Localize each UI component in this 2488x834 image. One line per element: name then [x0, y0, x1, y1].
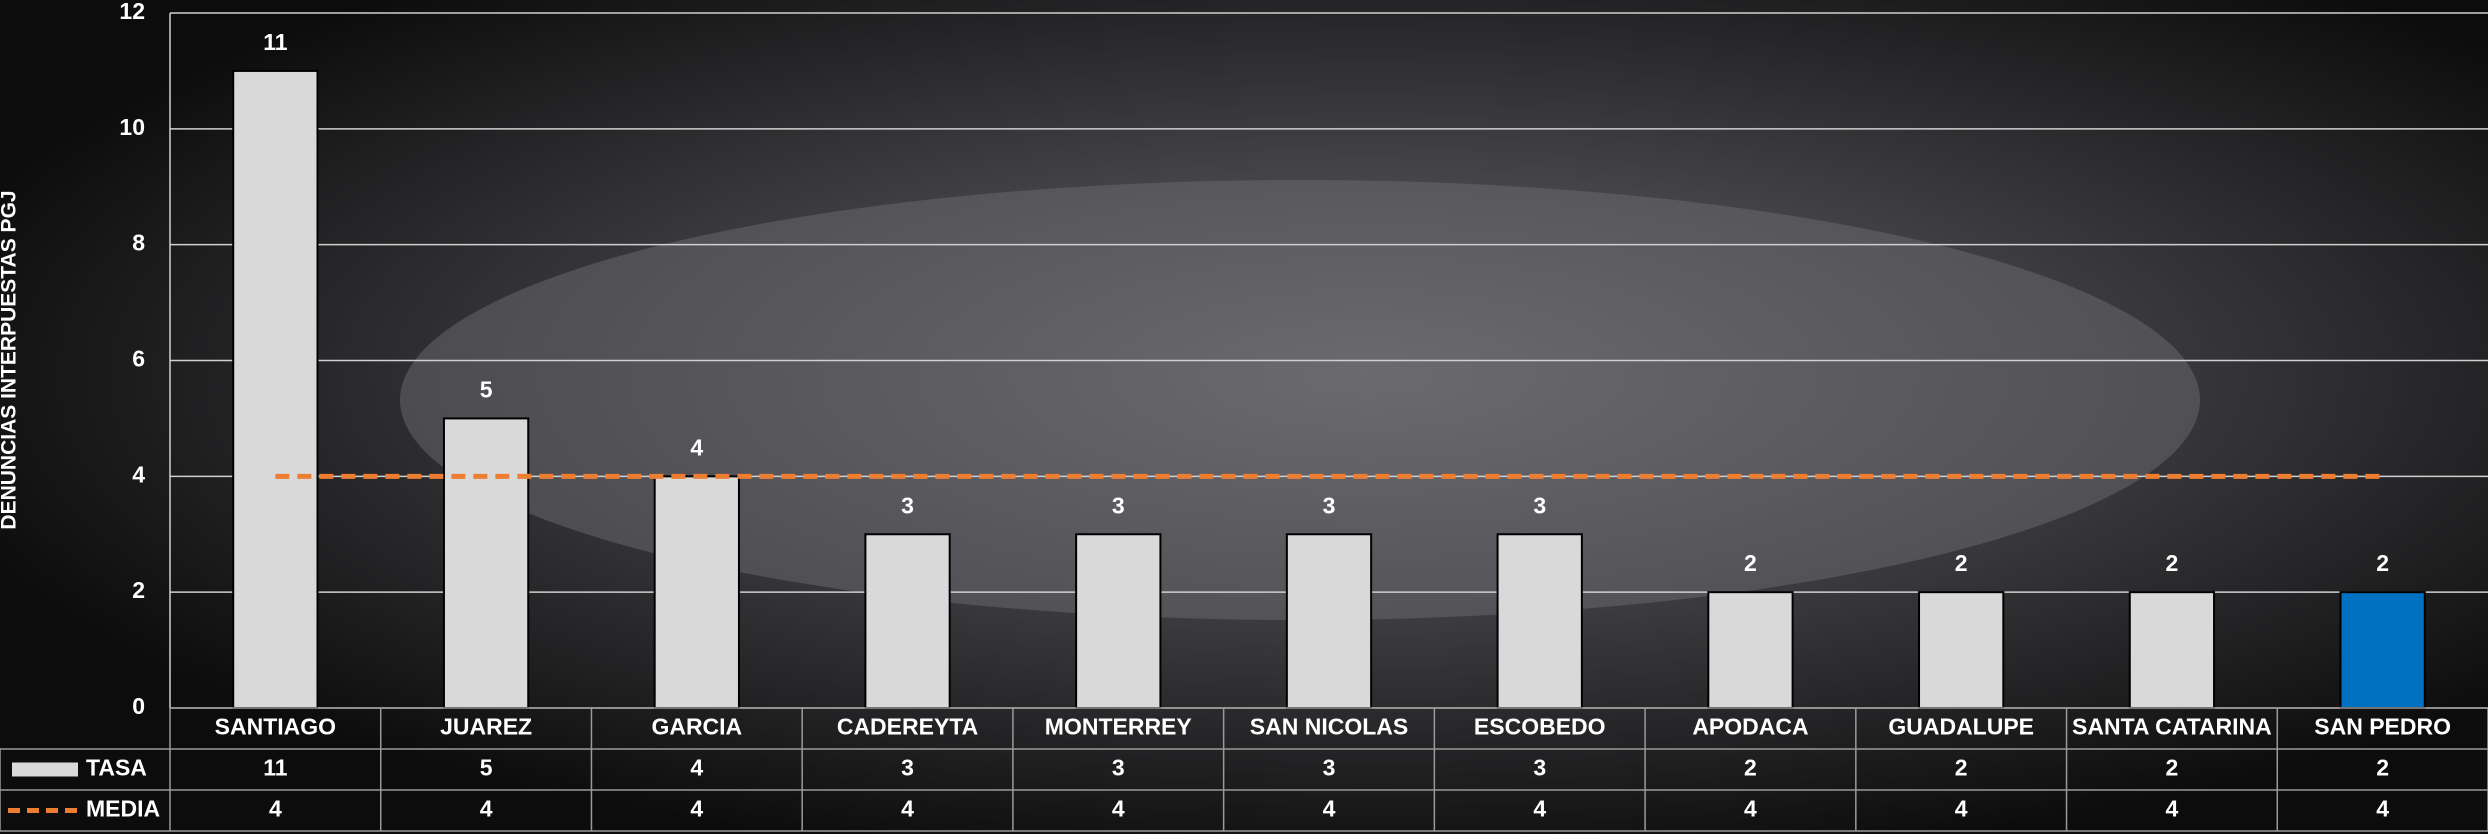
table-cell: 4: [1533, 796, 1546, 822]
bar: [2128, 591, 2216, 710]
data-label: 3: [1323, 492, 1336, 518]
background-blur: [400, 180, 2200, 620]
x-tick-label: MONTERREY: [1045, 714, 1192, 740]
data-label: 3: [1112, 492, 1125, 518]
x-tick-label: SANTIAGO: [215, 714, 336, 740]
y-tick-label: 2: [132, 577, 145, 603]
legend-label: TASA: [86, 755, 147, 781]
table-cell: 4: [1323, 796, 1336, 822]
x-tick-label: GUADALUPE: [1888, 714, 2034, 740]
table-cell: 11: [263, 755, 288, 781]
x-tick-label: APODACA: [1692, 714, 1808, 740]
table-cell: 2: [1955, 755, 1968, 781]
bar: [232, 69, 319, 709]
data-label: 5: [480, 376, 493, 402]
table-cell: 3: [1112, 755, 1125, 781]
table-cell: 4: [480, 796, 493, 822]
y-tick-label: 12: [119, 0, 145, 24]
data-label: 2: [2376, 550, 2389, 576]
table-cell: 2: [2376, 755, 2389, 781]
data-label: 4: [690, 434, 703, 460]
y-axis-label: DENUNCIAS INTERPUESTAS PGJ: [0, 190, 21, 529]
legend-label: MEDIA: [86, 796, 160, 822]
x-tick-label: SANTA CATARINA: [2072, 714, 2272, 740]
y-tick-label: 6: [132, 346, 145, 372]
table-cell: 3: [901, 755, 914, 781]
table-cell: 4: [1744, 796, 1757, 822]
table-cell: 3: [1323, 755, 1336, 781]
table-cell: 2: [2166, 755, 2179, 781]
legend-key: [12, 762, 78, 777]
data-label: 11: [263, 29, 288, 55]
table-cell: 5: [480, 755, 493, 781]
table-cell: 2: [1744, 755, 1757, 781]
x-tick-label: SAN NICOLAS: [1250, 714, 1408, 740]
table-cell: 4: [269, 796, 282, 822]
bar: [1496, 533, 1583, 709]
data-label: 3: [1533, 492, 1546, 518]
data-label: 2: [1955, 550, 1968, 576]
table-cell: 4: [690, 755, 703, 781]
bar: [1918, 591, 2005, 710]
bar: [864, 533, 951, 709]
data-label: 2: [2166, 550, 2179, 576]
table-cell: 4: [2166, 796, 2179, 822]
y-tick-label: 10: [119, 114, 145, 140]
bar: [442, 417, 530, 709]
bar: [1075, 533, 1162, 709]
y-tick-label: 8: [132, 230, 145, 256]
x-tick-label: CADEREYTA: [837, 714, 978, 740]
table-cell: 4: [1112, 796, 1125, 822]
bar: [1707, 591, 1794, 710]
y-tick-label: 0: [132, 693, 145, 719]
bar: [2339, 591, 2426, 710]
y-tick-label: 4: [132, 461, 145, 487]
table-cell: 3: [1533, 755, 1546, 781]
table-cell: 4: [901, 796, 914, 822]
data-label: 2: [1744, 550, 1757, 576]
table-cell: 4: [1955, 796, 1968, 822]
x-tick-label: ESCOBEDO: [1474, 714, 1606, 740]
bar: [1285, 533, 1373, 709]
table-cell: 4: [2376, 796, 2389, 822]
x-tick-label: SAN PEDRO: [2314, 714, 2451, 740]
data-label: 3: [901, 492, 914, 518]
x-tick-label: GARCIA: [651, 714, 742, 740]
bar: [653, 475, 740, 710]
x-tick-label: JUAREZ: [440, 714, 532, 740]
table-cell: 4: [690, 796, 703, 822]
